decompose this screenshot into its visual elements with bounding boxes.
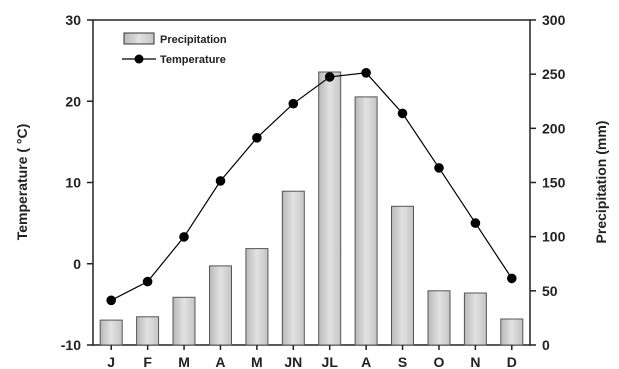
left-axis-tick-label: 30 bbox=[65, 12, 81, 28]
precipitation-bar bbox=[99, 319, 123, 346]
precipitation-bar bbox=[172, 296, 196, 346]
precipitation-bars bbox=[99, 71, 524, 346]
x-axis-tick-label: JL bbox=[322, 354, 339, 369]
precipitation-bar bbox=[281, 190, 305, 346]
temperature-point bbox=[288, 98, 299, 109]
x-axis-tick-label: S bbox=[398, 354, 407, 369]
precipitation-bar bbox=[209, 265, 232, 346]
right-axis-tick-label: 300 bbox=[542, 12, 566, 28]
right-axis-tick-label: 100 bbox=[542, 229, 566, 245]
x-axis-tick-label: F bbox=[143, 354, 152, 369]
temperature-series-line bbox=[110, 72, 513, 301]
legend: Precipitation Temperature bbox=[122, 32, 227, 66]
legend-temperature-label: Temperature bbox=[160, 54, 226, 66]
temperature-point bbox=[252, 133, 262, 143]
left-axis-tick-label: 20 bbox=[65, 93, 81, 109]
right-axis-tick-label: 0 bbox=[542, 337, 550, 353]
left-axis-tick-label: 10 bbox=[65, 175, 81, 191]
precipitation-bar bbox=[391, 205, 414, 346]
x-axis-tick-label: M bbox=[251, 354, 263, 369]
temperature-line bbox=[106, 68, 517, 306]
temperature-point bbox=[361, 68, 371, 78]
temperature-point bbox=[434, 163, 444, 173]
right-axis-tick-label: 150 bbox=[542, 175, 566, 191]
x-axis-tick-label: J bbox=[107, 354, 115, 369]
temperature-point bbox=[397, 108, 408, 119]
legend-precipitation-swatch bbox=[123, 32, 155, 45]
temperature-point bbox=[106, 295, 116, 306]
x-axis-tick-label: N bbox=[470, 354, 480, 369]
temperature-point bbox=[179, 232, 189, 242]
x-axis-tick-label: D bbox=[507, 354, 517, 369]
temperature-point bbox=[142, 276, 153, 287]
right-axis-tick-label: 250 bbox=[542, 66, 566, 82]
x-axis-tick-label: A bbox=[361, 354, 371, 369]
x-axis-tick-label: JN bbox=[284, 354, 302, 369]
temperature-point bbox=[324, 72, 335, 82]
right-axis-title: Precipitation (mm) bbox=[593, 121, 609, 244]
x-axis-tick-label: O bbox=[434, 354, 445, 369]
temperature-point bbox=[507, 273, 517, 284]
right-axis-tick-label: 50 bbox=[542, 283, 558, 299]
right-axis-tick-label: 200 bbox=[542, 120, 566, 136]
legend-temperature-marker bbox=[134, 54, 144, 64]
legend-precipitation-label: Precipitation bbox=[160, 34, 227, 46]
left-axis-title: Temperature ( °C) bbox=[14, 124, 30, 241]
precipitation-bar bbox=[500, 318, 524, 346]
precipitation-bar bbox=[354, 96, 378, 346]
precipitation-bar bbox=[463, 292, 487, 346]
left-axis-tick-label: 0 bbox=[73, 256, 81, 272]
temperature-point bbox=[470, 218, 481, 228]
left-axis-tick-label: -10 bbox=[61, 337, 81, 353]
precipitation-bar bbox=[427, 290, 451, 346]
temperature-point bbox=[215, 176, 226, 186]
precipitation-bar bbox=[136, 316, 160, 346]
x-axis-tick-label: M bbox=[178, 354, 190, 369]
precipitation-bar bbox=[318, 71, 342, 346]
precipitation-bar bbox=[245, 248, 269, 346]
x-axis-tick-label: A bbox=[215, 354, 225, 369]
